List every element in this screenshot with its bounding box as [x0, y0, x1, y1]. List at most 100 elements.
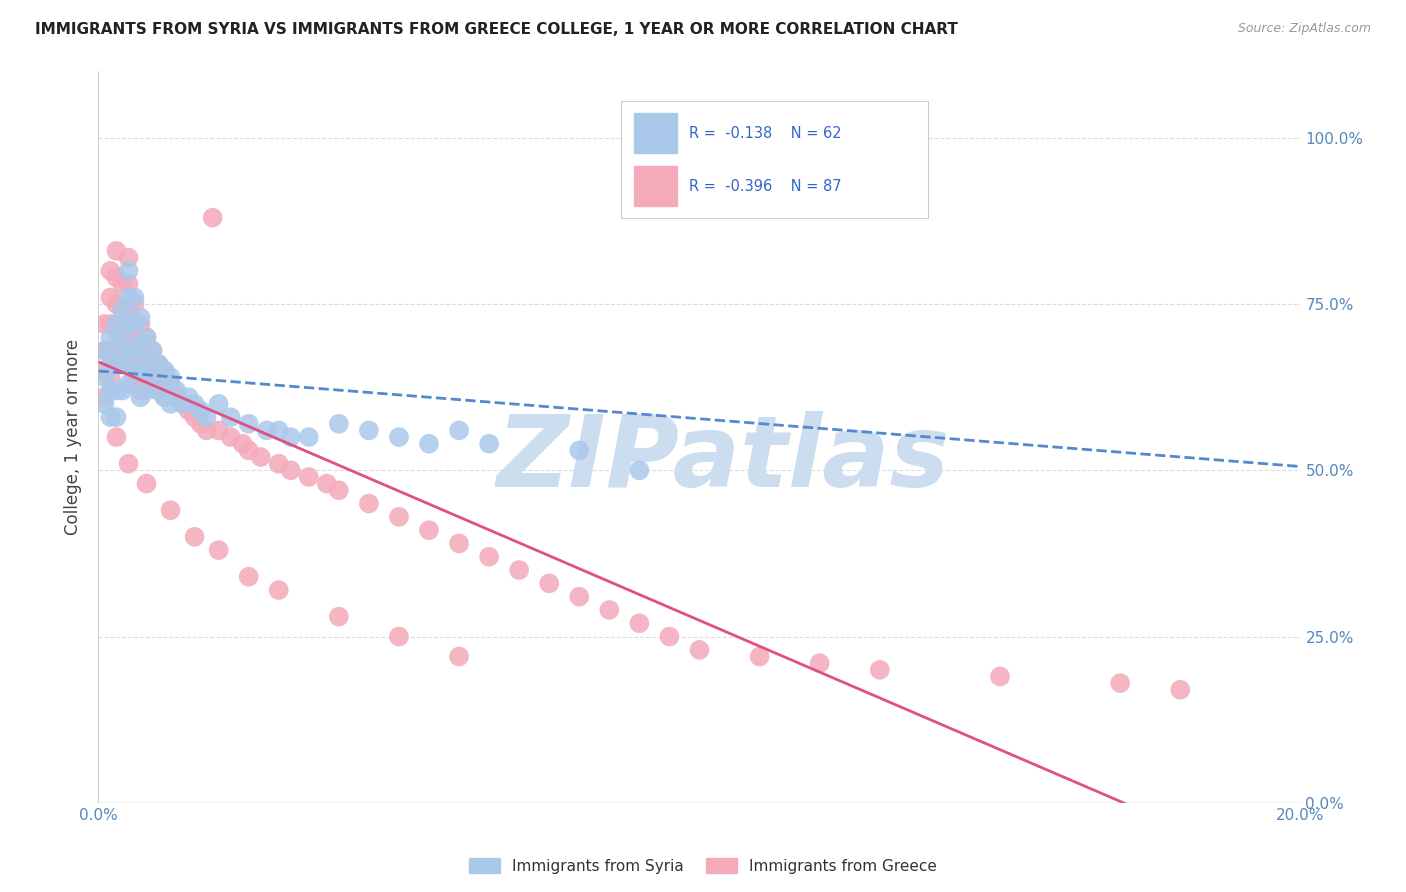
Point [111, 357, 134, 371]
Point [628, 463, 651, 477]
Point [388, 630, 411, 644]
Point [124, 343, 146, 358]
Point [280, 430, 302, 444]
Point [105, 324, 128, 338]
Point [159, 397, 181, 411]
Point [129, 310, 152, 325]
Point [100, 264, 122, 278]
Point [159, 376, 181, 391]
Point [129, 384, 152, 398]
Point [93, 317, 115, 331]
Point [117, 376, 139, 391]
Point [298, 430, 321, 444]
Text: Source: ZipAtlas.com: Source: ZipAtlas.com [1237, 22, 1371, 36]
Point [100, 357, 122, 371]
Point [100, 317, 122, 331]
Point [298, 470, 321, 484]
Point [135, 384, 157, 398]
Point [148, 357, 170, 371]
Point [105, 357, 128, 371]
Point [183, 410, 205, 425]
Y-axis label: College, 1 year or more: College, 1 year or more [65, 339, 83, 535]
Point [117, 251, 139, 265]
Point [808, 184, 831, 198]
Point [172, 397, 194, 411]
Point [100, 370, 122, 384]
Point [201, 211, 224, 225]
Legend: Immigrants from Syria, Immigrants from Greece: Immigrants from Syria, Immigrants from G… [463, 852, 943, 880]
Point [93, 390, 115, 404]
Point [93, 363, 115, 377]
Point [141, 343, 163, 358]
Point [183, 397, 205, 411]
Point [238, 570, 260, 584]
Point [166, 390, 188, 404]
Point [135, 476, 157, 491]
Point [117, 317, 139, 331]
Point [135, 357, 157, 371]
Point [418, 436, 440, 450]
Point [267, 582, 290, 597]
Point [117, 343, 139, 358]
Point [267, 424, 290, 438]
Point [111, 303, 134, 318]
Point [124, 324, 146, 338]
Point [315, 476, 337, 491]
Point [135, 330, 157, 344]
Point [129, 363, 152, 377]
Point [1109, 676, 1132, 690]
Point [105, 244, 128, 258]
Text: ZIPatlas: ZIPatlas [496, 410, 950, 508]
Point [568, 443, 591, 458]
Point [93, 370, 115, 384]
Point [232, 436, 254, 450]
Point [177, 403, 200, 417]
Point [388, 430, 411, 444]
Point [328, 417, 350, 431]
Point [124, 363, 146, 377]
Point [117, 357, 139, 371]
Point [748, 649, 770, 664]
Point [153, 390, 176, 404]
Point [219, 410, 242, 425]
Point [447, 424, 470, 438]
Point [172, 397, 194, 411]
Point [219, 430, 242, 444]
Point [195, 410, 218, 425]
Point [100, 384, 122, 398]
Point [124, 290, 146, 304]
Point [124, 297, 146, 311]
Point [141, 370, 163, 384]
Point [124, 343, 146, 358]
Point [280, 463, 302, 477]
Point [117, 457, 139, 471]
Point [141, 343, 163, 358]
Point [177, 390, 200, 404]
Point [447, 536, 470, 550]
Point [568, 590, 591, 604]
Point [129, 317, 152, 331]
Point [148, 357, 170, 371]
Point [988, 669, 1011, 683]
Point [166, 384, 188, 398]
Point [689, 643, 711, 657]
Point [135, 330, 157, 344]
Point [105, 317, 128, 331]
Point [100, 330, 122, 344]
Point [478, 549, 501, 564]
Point [238, 443, 260, 458]
Point [93, 343, 115, 358]
Point [208, 424, 231, 438]
Point [105, 297, 128, 311]
Point [117, 290, 139, 304]
Point [328, 483, 350, 498]
Point [117, 303, 139, 318]
Point [159, 503, 181, 517]
Point [111, 357, 134, 371]
Point [808, 656, 831, 670]
Point [111, 384, 134, 398]
Point [1170, 682, 1192, 697]
Point [357, 424, 380, 438]
Point [105, 410, 128, 425]
Point [124, 317, 146, 331]
